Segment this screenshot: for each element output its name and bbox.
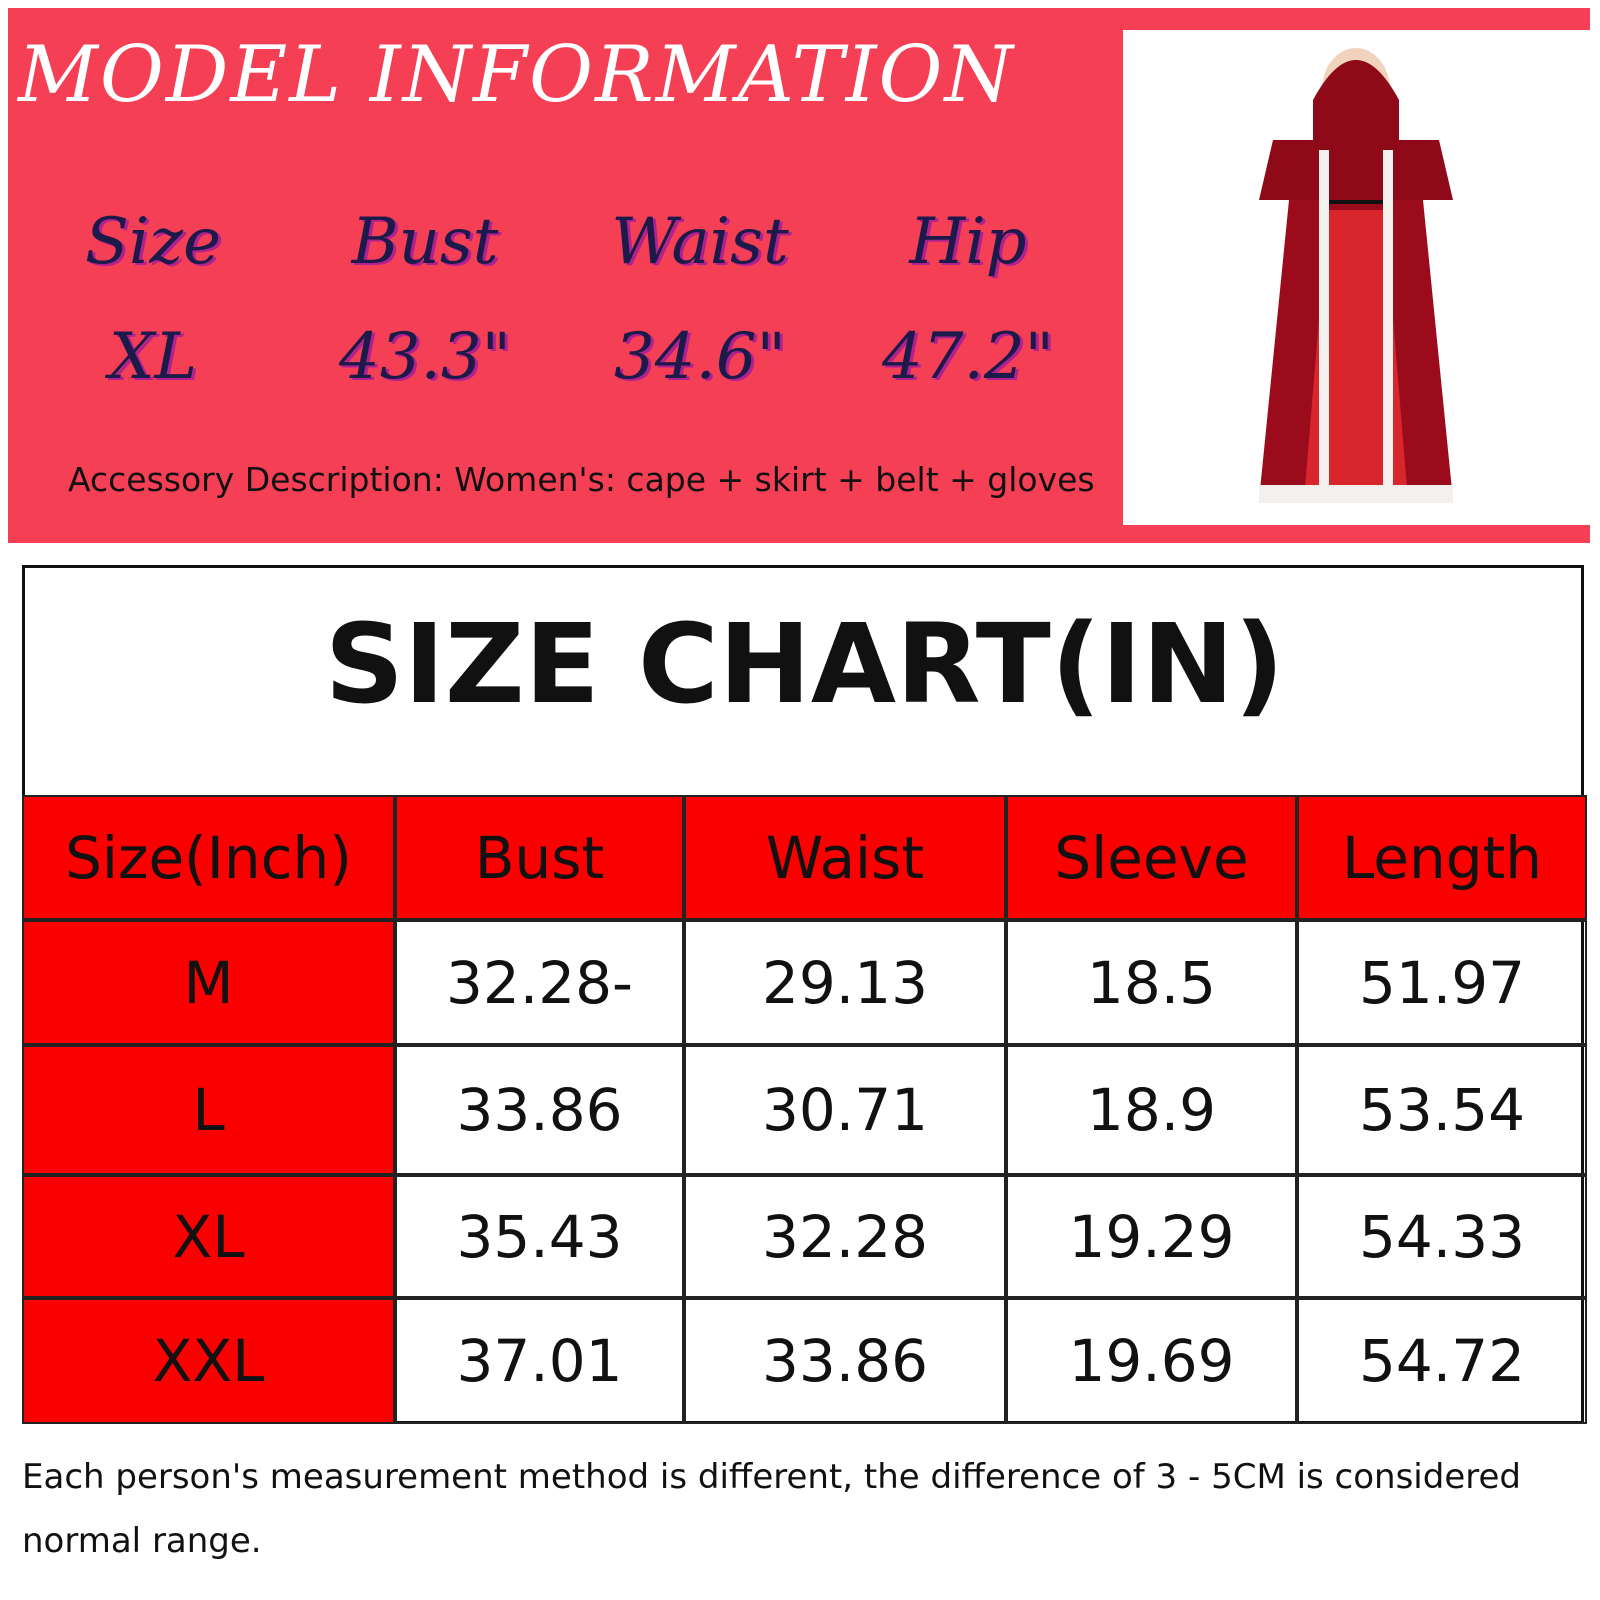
table-cell: 35.43 [395, 1175, 684, 1298]
table-cell: 32.28- [395, 920, 684, 1045]
accessory-description: Accessory Description: Women's: cape + s… [68, 460, 1095, 499]
table-cell: 32.28 [684, 1175, 1006, 1298]
size-chart-title: SIZE CHART(IN) [324, 600, 1285, 728]
table-cell: 54.33 [1297, 1175, 1587, 1298]
model-info-header: Waist [611, 205, 789, 279]
table-cell: 33.86 [395, 1045, 684, 1175]
model-info-title: MODEL INFORMATION [18, 30, 1015, 120]
table-cell: 37.01 [395, 1298, 684, 1424]
model-info-value: XL [108, 320, 198, 394]
header-cell: M [22, 920, 395, 1045]
header-cell: Bust [395, 795, 684, 920]
header-cell: Sleeve [1006, 795, 1297, 920]
model-illustration [1259, 48, 1453, 503]
model-info-value: 34.6" [614, 320, 786, 394]
table-cell: 19.29 [1006, 1175, 1297, 1298]
model-info-header: Bust [351, 205, 499, 279]
header-cell: Waist [684, 795, 1006, 920]
table-cell: 33.86 [684, 1298, 1006, 1424]
table-cell: 29.13 [684, 920, 1006, 1045]
model-info-header: Hip [909, 205, 1027, 279]
header-cell: Size(Inch) [22, 795, 395, 920]
table-cell: 18.5 [1006, 920, 1297, 1045]
table-cell: 54.72 [1297, 1298, 1587, 1424]
header-cell: XL [22, 1175, 395, 1298]
table-cell: 53.54 [1297, 1045, 1587, 1175]
model-info-header: Size [85, 205, 221, 279]
header-cell: Length [1297, 795, 1587, 920]
note: Each person's measurement method is diff… [22, 1457, 1521, 1561]
header-cell: L [22, 1045, 395, 1175]
model-photo [1123, 30, 1590, 525]
header-cell: XXL [22, 1298, 395, 1424]
table-cell: 18.9 [1006, 1045, 1297, 1175]
table-cell: 51.97 [1297, 920, 1587, 1045]
model-info-value: 43.3" [339, 320, 511, 394]
table-cell: 30.71 [684, 1045, 1006, 1175]
table-cell: 19.69 [1006, 1298, 1297, 1424]
model-info-value: 47.2" [882, 320, 1054, 394]
